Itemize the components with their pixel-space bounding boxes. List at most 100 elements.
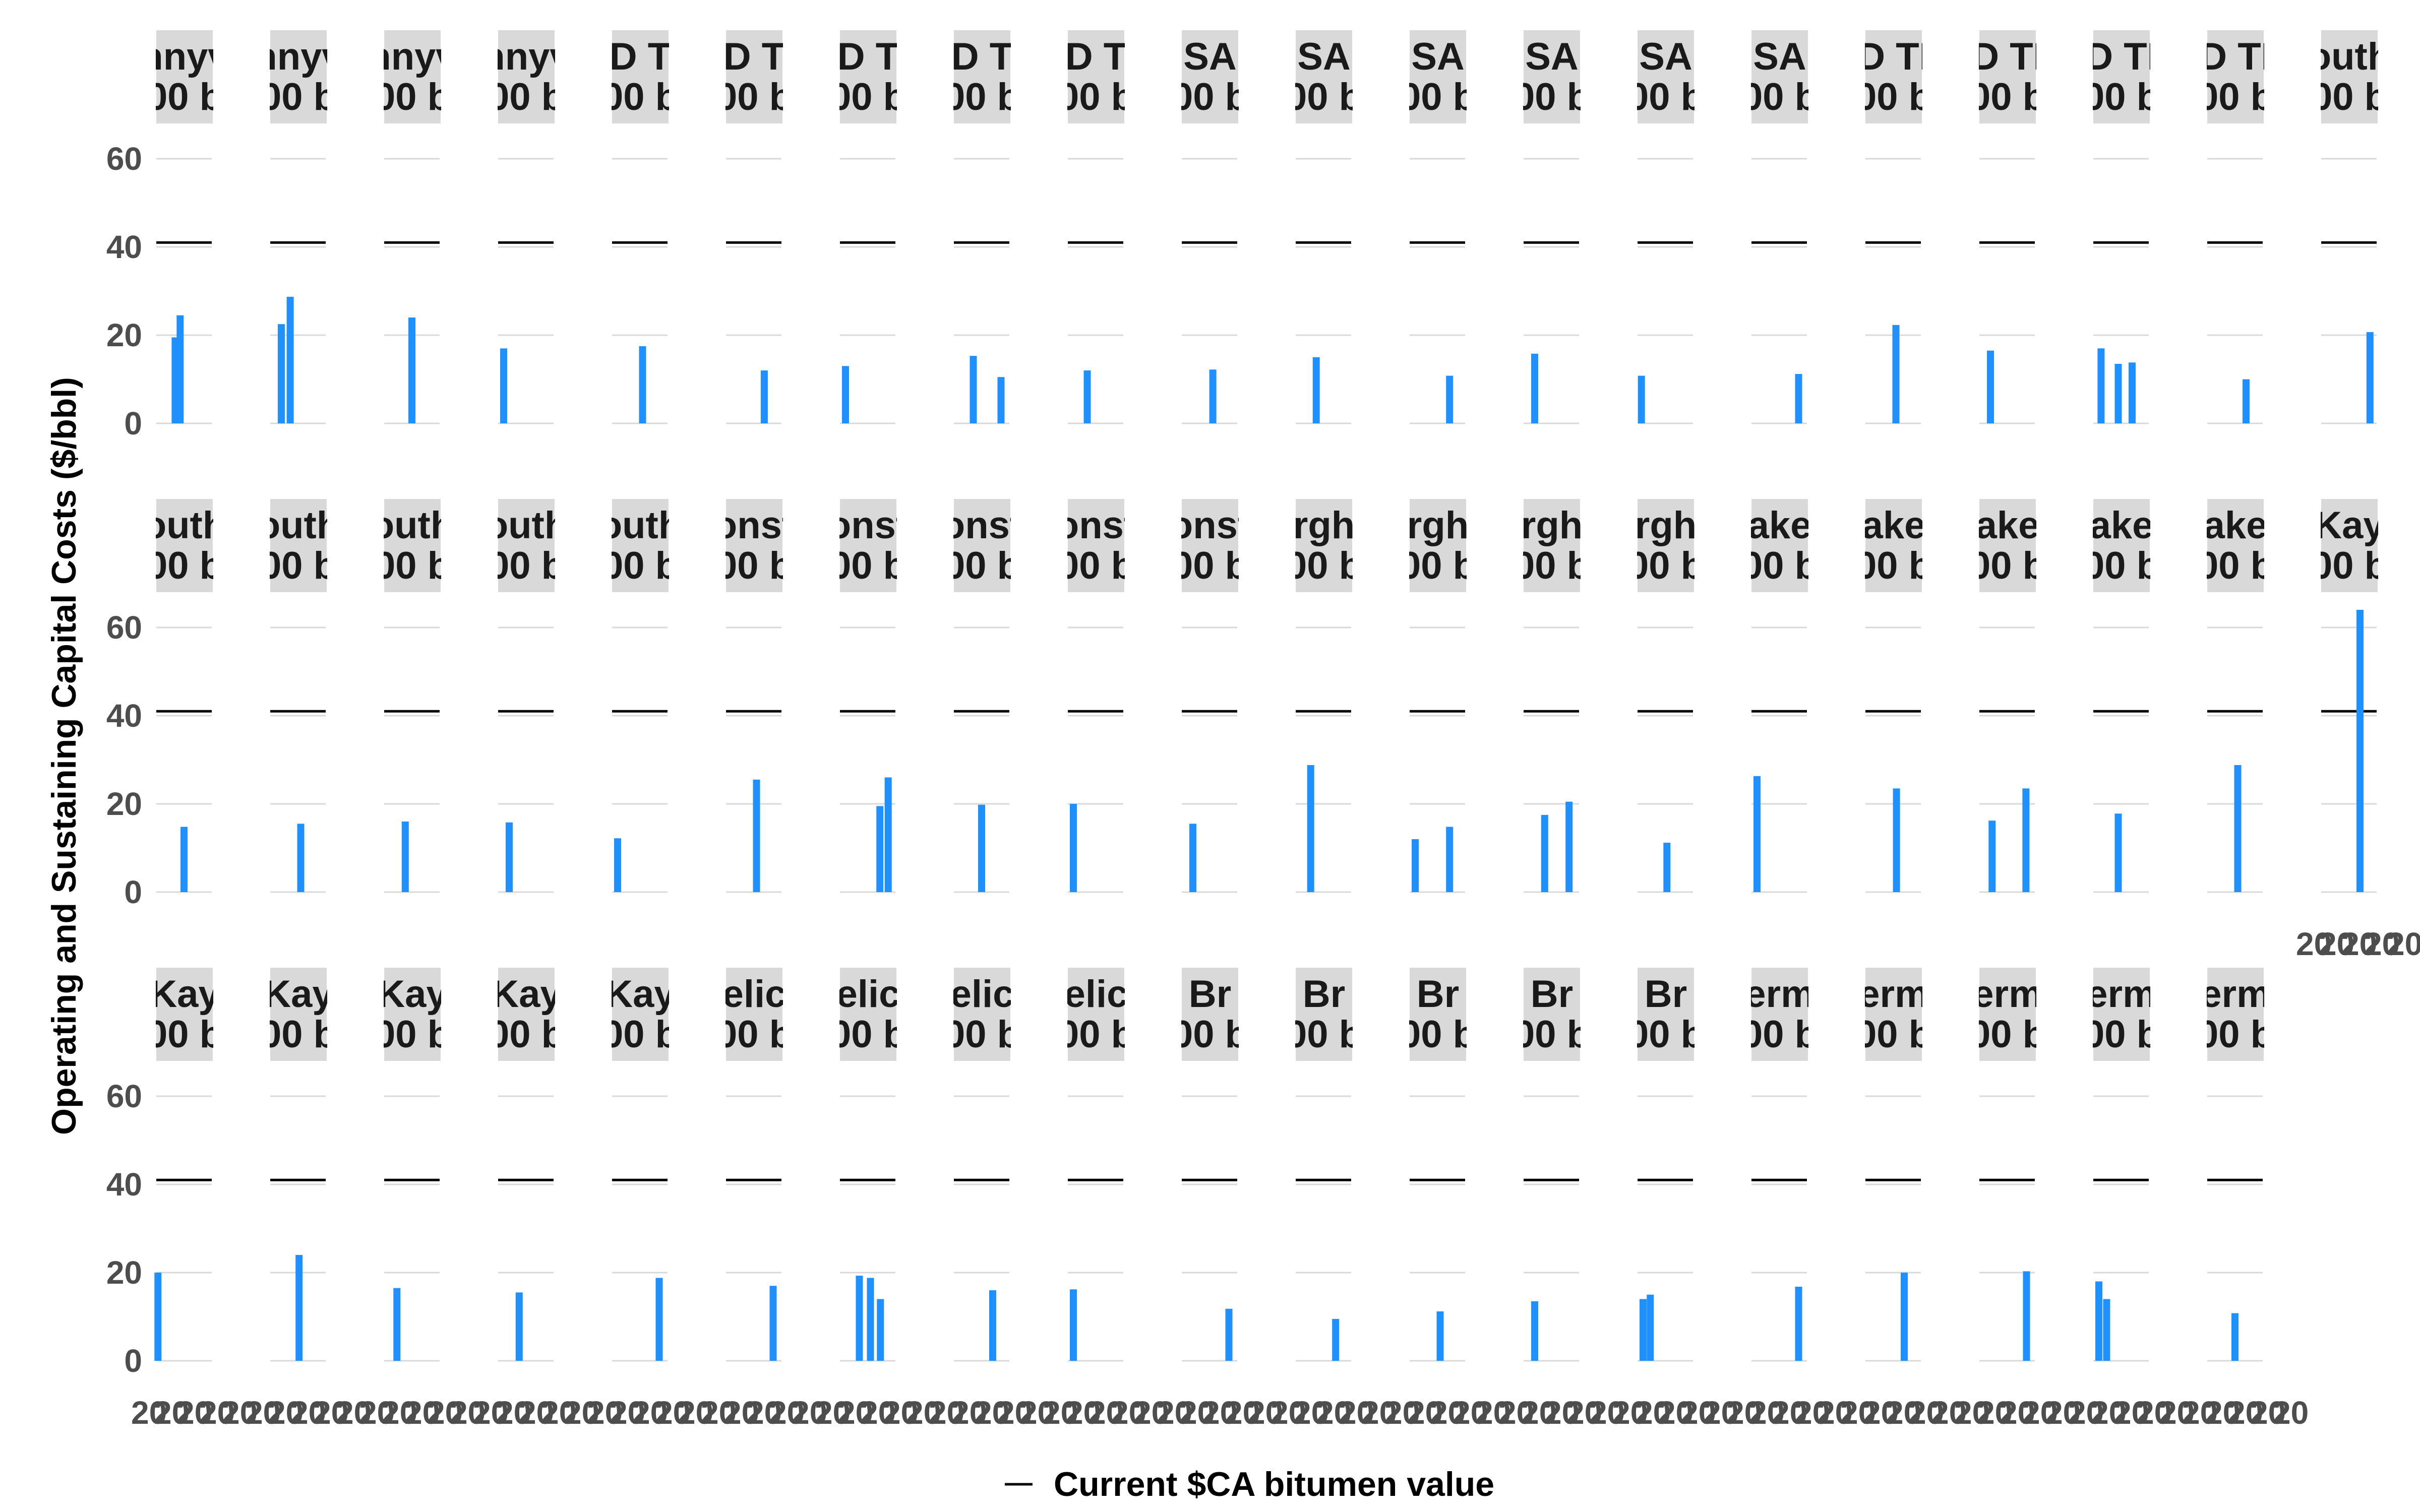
- facet-strip: [1638, 499, 1694, 592]
- x-tick-label: 20: [1886, 1395, 1921, 1431]
- x-tick-label: 20: [2250, 1395, 2286, 1431]
- x-tick-label: 20: [2091, 1395, 2127, 1431]
- facet-strip-text: elic: [722, 973, 786, 1016]
- facet-strip-text: 00 b: [1969, 1013, 2046, 1056]
- data-bar: [884, 777, 892, 892]
- x-tick-label: 20: [974, 1395, 1010, 1431]
- facet-strip-text: 00 b: [1400, 1013, 1476, 1056]
- facet-strip: [1979, 30, 2036, 123]
- facet-strip-text: nnyv: [481, 35, 571, 78]
- facet-strip: [612, 968, 669, 1061]
- x-tick-label: 20: [564, 1395, 599, 1431]
- facet-strip: [1865, 499, 1922, 592]
- facet-strip: [498, 499, 555, 592]
- data-bar: [2097, 348, 2105, 423]
- facet-strip-text: Kay: [149, 973, 219, 1016]
- facet-strip-text: Kay: [263, 973, 333, 1016]
- facet-strip-text: SA: [1753, 35, 1806, 78]
- facet-strip-text: 00 b: [1172, 544, 1248, 587]
- x-tick-label: 20: [1065, 1395, 1101, 1431]
- facet-strip: [270, 30, 327, 123]
- data-bar: [989, 1290, 996, 1361]
- y-tick-label: 40: [106, 698, 142, 734]
- data-bar: [1312, 357, 1320, 423]
- x-tick-label: 20: [1908, 1395, 1944, 1431]
- legend-label: Current $CA bitumen value: [1054, 1465, 1494, 1503]
- facet-strip: [1865, 30, 1922, 123]
- x-tick-label: 20: [1817, 1395, 1853, 1431]
- facet-strip: [954, 968, 1010, 1061]
- facet-strip: [1182, 968, 1238, 1061]
- data-bar: [639, 346, 646, 423]
- data-bar: [500, 348, 507, 423]
- x-tick-label: 20: [222, 1395, 258, 1431]
- data-bar: [393, 1288, 401, 1361]
- y-tick-label: 0: [124, 1343, 142, 1379]
- facet-strip: [1638, 968, 1694, 1061]
- facet-strip: [2207, 968, 2264, 1061]
- facet-strip: [1068, 499, 1124, 592]
- facet-strip-text: 00 b: [1286, 544, 1362, 587]
- facet-strip-text: 00 b: [2197, 544, 2274, 587]
- data-bar: [2022, 788, 2030, 892]
- facet-strip: [2093, 968, 2150, 1061]
- facet-strip-text: 00 b: [1969, 76, 2046, 118]
- data-bar: [1083, 370, 1091, 423]
- facet-strip-text: 00 b: [146, 76, 223, 118]
- facet-strip: [1979, 499, 2036, 592]
- x-tick-label: 20: [1840, 1395, 1876, 1431]
- x-tick-label: 20: [290, 1395, 326, 1431]
- x-tick-label: 20: [131, 1395, 167, 1431]
- x-tick-label: 20: [2182, 1395, 2218, 1431]
- data-bar: [2114, 363, 2122, 423]
- facet-strip: [1296, 30, 1352, 123]
- x-tick-label: 20: [883, 1395, 919, 1431]
- data-bar: [278, 324, 285, 423]
- facet-strip-text: 00 b: [944, 1013, 1020, 1056]
- facet-strip-text: D TI: [1857, 35, 1930, 78]
- facet-strip-text: outh: [143, 504, 226, 547]
- x-tick-label: 20: [245, 1395, 281, 1431]
- data-bar: [1070, 804, 1077, 892]
- y-tick-label: 0: [124, 874, 142, 910]
- facet-strip-text: 00 b: [1058, 76, 1134, 118]
- data-bar: [655, 1278, 663, 1361]
- data-bar: [2103, 1299, 2110, 1361]
- facet-strip-text: 00 b: [1855, 544, 1932, 587]
- facet-strip: [954, 499, 1010, 592]
- x-tick-label: 20: [1954, 1395, 1990, 1431]
- facet-strip: [1979, 968, 2036, 1061]
- data-bar: [1647, 1294, 1654, 1361]
- facet-strip-text: 00 b: [374, 544, 451, 587]
- x-tick-label: 20: [2000, 1395, 2035, 1431]
- data-bar: [506, 822, 513, 892]
- facet-strip-text: 00 b: [1627, 76, 1704, 118]
- facet-strip: [2207, 499, 2264, 592]
- data-bar: [1332, 1318, 1340, 1361]
- facet-strip-text: rgh: [1635, 504, 1697, 547]
